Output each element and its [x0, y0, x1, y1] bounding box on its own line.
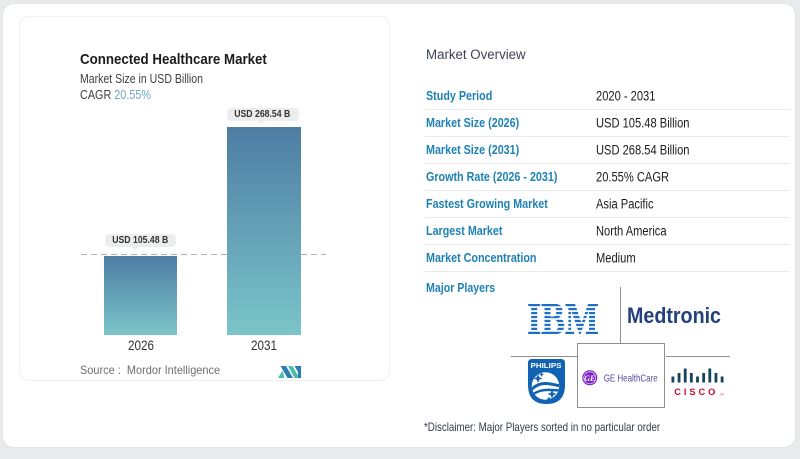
svg-text:GE: GE — [584, 374, 595, 383]
svg-text:PHILIPS: PHILIPS — [531, 363, 562, 370]
svg-text:IBM: IBM — [527, 304, 599, 334]
svg-text:GE HealthCare: GE HealthCare — [603, 374, 657, 385]
svg-text:TM: TM — [720, 393, 724, 397]
svg-text:CISCO: CISCO — [674, 387, 718, 396]
svg-text:Medtronic: Medtronic — [627, 303, 721, 325]
